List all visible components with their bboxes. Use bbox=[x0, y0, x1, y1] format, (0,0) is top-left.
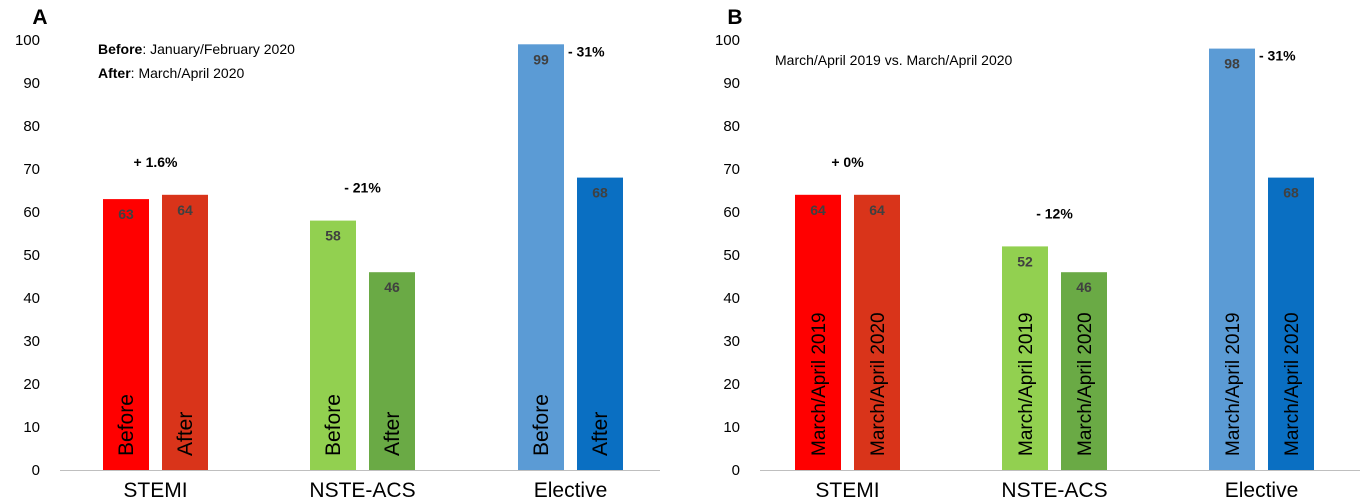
change-annotation: + 1.6% bbox=[134, 154, 179, 170]
legend-note-text: March/April 2019 vs. March/April 2020 bbox=[775, 52, 1013, 68]
change-annotation: + 0% bbox=[831, 154, 864, 170]
category-label: STEMI bbox=[123, 479, 187, 502]
bar-value-label: 58 bbox=[325, 228, 341, 244]
bar-value-label: 63 bbox=[118, 206, 134, 222]
bar-value-label: 46 bbox=[384, 279, 400, 295]
bar-series-label: March/April 2019 bbox=[1016, 312, 1037, 456]
bar-series-label: March/April 2020 bbox=[1075, 312, 1096, 456]
change-annotation: - 31% bbox=[568, 43, 605, 59]
y-tick-label: 100 bbox=[715, 32, 740, 49]
y-tick-label: 20 bbox=[23, 376, 40, 393]
bar-series-label: March/April 2020 bbox=[868, 312, 889, 456]
y-tick-label: 60 bbox=[23, 204, 40, 221]
change-annotation: - 21% bbox=[344, 180, 381, 196]
bar bbox=[1209, 48, 1255, 470]
y-tick-label: 70 bbox=[723, 161, 740, 178]
y-tick-label: 30 bbox=[23, 333, 40, 350]
change-annotation: - 12% bbox=[1036, 205, 1073, 221]
y-tick-label: 50 bbox=[723, 247, 740, 264]
bar bbox=[1268, 177, 1314, 470]
legend-note: After: March/April 2020 bbox=[98, 65, 244, 81]
bar-series-label: After bbox=[381, 412, 404, 456]
bar bbox=[1061, 272, 1107, 470]
panel-letter: A bbox=[32, 6, 47, 29]
bar-series-label: March/April 2019 bbox=[809, 312, 830, 456]
panel-letter: B bbox=[727, 6, 742, 29]
bar-value-label: 68 bbox=[1283, 185, 1299, 201]
y-tick-label: 70 bbox=[23, 161, 40, 178]
y-tick-label: 50 bbox=[23, 247, 40, 264]
legend-note-text: : January/February 2020 bbox=[142, 41, 295, 57]
bar bbox=[1002, 246, 1048, 470]
bar-series-label: After bbox=[174, 412, 197, 456]
bar bbox=[795, 194, 841, 471]
y-tick-label: 10 bbox=[23, 419, 40, 436]
bar-series-label: After bbox=[589, 412, 612, 456]
change-annotation: - 31% bbox=[1259, 48, 1296, 64]
legend-note-bold: After bbox=[98, 65, 131, 81]
category-label: Elective bbox=[534, 479, 608, 502]
y-tick-label: 10 bbox=[723, 419, 740, 436]
y-tick-label: 90 bbox=[23, 75, 40, 92]
bar-value-label: 46 bbox=[1076, 279, 1092, 295]
bar bbox=[518, 44, 564, 471]
y-tick-label: 30 bbox=[723, 333, 740, 350]
y-tick-label: 40 bbox=[23, 290, 40, 307]
bar-series-label: March/April 2020 bbox=[1282, 312, 1303, 456]
y-tick-label: 60 bbox=[723, 204, 740, 221]
bar-series-label: Before bbox=[322, 394, 345, 456]
y-tick-label: 40 bbox=[723, 290, 740, 307]
category-label: STEMI bbox=[815, 479, 879, 502]
y-tick-label: 90 bbox=[723, 75, 740, 92]
category-label: NSTE-ACS bbox=[1001, 479, 1107, 502]
bar-value-label: 52 bbox=[1017, 253, 1033, 269]
bar-series-label: Before bbox=[530, 394, 553, 456]
bar bbox=[310, 220, 356, 470]
bar-value-label: 99 bbox=[533, 51, 549, 67]
bar-value-label: 64 bbox=[810, 202, 826, 218]
bar-value-label: 64 bbox=[869, 202, 885, 218]
y-tick-label: 80 bbox=[23, 118, 40, 135]
legend-note-bold: Before bbox=[98, 41, 143, 57]
y-tick-label: 0 bbox=[32, 462, 40, 479]
bar bbox=[369, 272, 415, 470]
y-tick-label: 100 bbox=[15, 32, 40, 49]
bar-series-label: March/April 2019 bbox=[1223, 312, 1244, 456]
bar bbox=[103, 199, 149, 470]
bar-value-label: 64 bbox=[177, 202, 193, 218]
y-tick-label: 0 bbox=[732, 462, 740, 479]
bar bbox=[577, 177, 623, 470]
bar bbox=[162, 194, 208, 471]
bar-value-label: 68 bbox=[592, 185, 608, 201]
legend-note: March/April 2019 vs. March/April 2020 bbox=[775, 52, 1013, 68]
category-label: NSTE-ACS bbox=[309, 479, 415, 502]
bar-series-label: Before bbox=[115, 394, 138, 456]
legend-note: Before: January/February 2020 bbox=[98, 41, 295, 57]
bar-value-label: 98 bbox=[1224, 56, 1240, 72]
y-tick-label: 20 bbox=[723, 376, 740, 393]
bar bbox=[854, 194, 900, 471]
legend-note-text: : March/April 2020 bbox=[131, 65, 245, 81]
y-tick-label: 80 bbox=[723, 118, 740, 135]
category-label: Elective bbox=[1225, 479, 1299, 502]
